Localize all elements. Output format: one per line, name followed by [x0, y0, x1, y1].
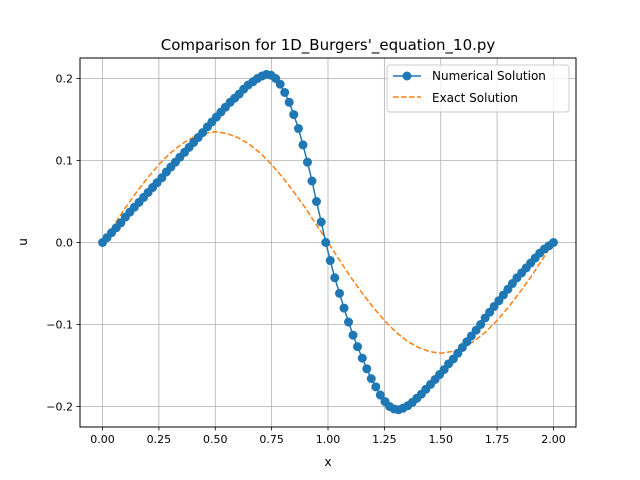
- numerical-solution-point: [476, 320, 486, 329]
- numerical-solution-point: [344, 317, 354, 327]
- y-tick-label: −0.1: [46, 319, 73, 332]
- legend-box: [386, 64, 570, 113]
- x-tick-label: 2.00: [541, 433, 566, 446]
- numerical-solution-point: [275, 79, 285, 89]
- numerical-solution-point: [362, 364, 372, 374]
- numerical-solution-point: [325, 256, 335, 266]
- numerical-solution-point: [284, 97, 294, 107]
- numerical-solution-point: [312, 197, 321, 206]
- numerical-solution-point: [353, 342, 363, 352]
- numerical-solution-point: [330, 273, 340, 283]
- numerical-solution-point: [339, 303, 349, 313]
- numerical-solution-point: [375, 390, 385, 400]
- numerical-solution-point: [280, 87, 290, 97]
- legend-exact-label: Exact Solution: [432, 91, 518, 105]
- legend-numerical-label: Numerical Solution: [432, 69, 546, 83]
- x-tick-label: 0.50: [203, 433, 228, 446]
- y-tick-label: 0.2: [56, 73, 74, 86]
- numerical-solution-point: [293, 124, 303, 134]
- x-tick-label: 0.75: [259, 433, 284, 446]
- numerical-solution-point: [316, 217, 326, 227]
- numerical-solution-point: [298, 140, 308, 150]
- numerical-solution-point: [366, 374, 376, 384]
- x-tick-label: 1.25: [372, 433, 397, 446]
- x-tick-label: 1.75: [485, 433, 510, 446]
- numerical-solution-point: [335, 288, 344, 298]
- numerical-solution-point: [357, 353, 367, 363]
- series-exact-solution-line: [101, 131, 555, 354]
- numerical-solution-point: [289, 110, 299, 120]
- x-tick-label: 0.00: [90, 433, 115, 446]
- x-tick-label: 1.00: [316, 433, 341, 446]
- y-axis-label: u: [16, 238, 30, 246]
- numerical-solution-point: [307, 176, 317, 186]
- numerical-solution-point: [371, 382, 381, 392]
- legend: Numerical Solution Exact Solution: [386, 64, 570, 113]
- ticks: 0.00 0.25 0.50 0.75 1.00 1.25 1.50 1.75 2.00 −0.2…: [46, 73, 565, 447]
- y-tick-label: −0.2: [46, 401, 73, 414]
- legend-numerical-marker: [402, 71, 412, 81]
- numerical-solution-point: [321, 238, 331, 247]
- x-tick-label: 0.25: [147, 433, 172, 446]
- numerical-solution-point: [348, 330, 358, 340]
- chart-title: Comparison for 1D_Burgers'_equation_10.p…: [161, 36, 496, 55]
- numerical-solution-point: [302, 157, 312, 167]
- y-tick-label: 0.0: [56, 237, 74, 250]
- x-tick-label: 1.50: [428, 433, 453, 446]
- x-axis-label: x: [324, 455, 331, 469]
- series-layer: [98, 69, 558, 415]
- y-tick-label: 0.1: [56, 155, 74, 168]
- numerical-solution-point: [548, 238, 558, 247]
